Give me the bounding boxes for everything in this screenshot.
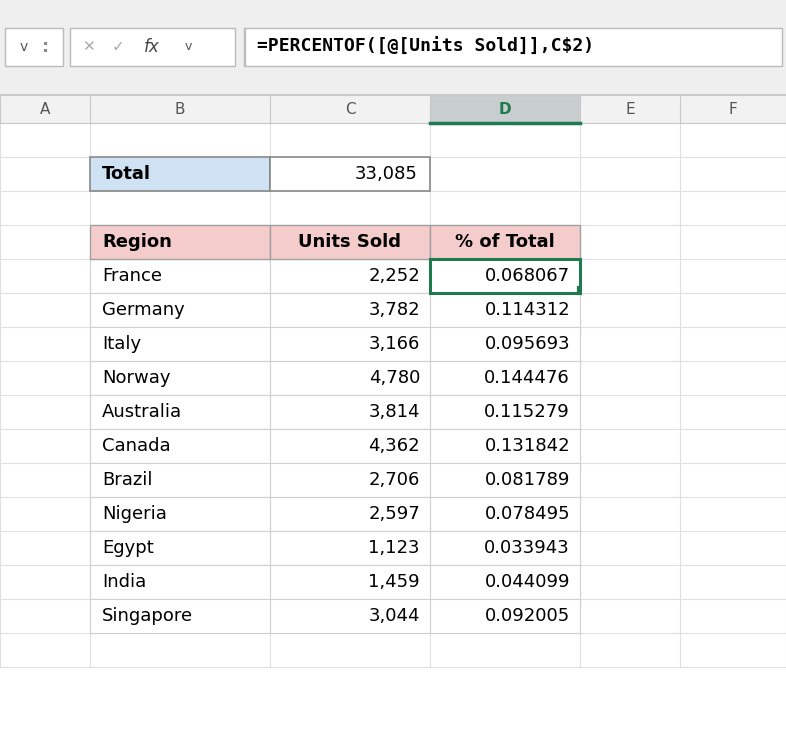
Text: Norway: Norway — [102, 369, 171, 387]
Bar — [430, 599, 580, 633]
Bar — [430, 327, 580, 361]
Bar — [430, 361, 580, 395]
Bar — [90, 497, 270, 531]
Bar — [430, 565, 580, 599]
Text: Region: Region — [102, 233, 172, 251]
Text: 3,044: 3,044 — [369, 607, 420, 625]
Text: =PERCENTOF([@[Units Sold]],C$2): =PERCENTOF([@[Units Sold]],C$2) — [257, 38, 594, 56]
Bar — [90, 157, 270, 191]
Text: Nigeria: Nigeria — [102, 505, 167, 523]
Bar — [270, 157, 430, 191]
Text: v: v — [20, 40, 28, 54]
Text: 33,085: 33,085 — [355, 165, 418, 183]
Text: Egypt: Egypt — [102, 539, 154, 557]
Text: fx: fx — [144, 38, 160, 56]
Text: Total: Total — [102, 165, 151, 183]
Text: 0.131842: 0.131842 — [484, 437, 570, 455]
Text: % of Total: % of Total — [455, 233, 555, 251]
Bar — [270, 293, 430, 327]
Text: F: F — [729, 101, 737, 117]
Text: 3,166: 3,166 — [369, 335, 420, 353]
Bar — [430, 259, 580, 293]
Bar — [5, 28, 63, 66]
Bar — [270, 327, 430, 361]
Text: 2,706: 2,706 — [369, 471, 420, 489]
Text: 0.114312: 0.114312 — [484, 301, 570, 319]
Text: 2,252: 2,252 — [369, 267, 420, 285]
Bar — [90, 463, 270, 497]
Text: 0.144476: 0.144476 — [484, 369, 570, 387]
Text: ✓: ✓ — [112, 39, 124, 55]
Text: :: : — [42, 38, 50, 56]
Text: Canada: Canada — [102, 437, 171, 455]
Text: 0.092005: 0.092005 — [485, 607, 570, 625]
Text: v: v — [184, 40, 192, 53]
Text: Units Sold: Units Sold — [299, 233, 402, 251]
Text: India: India — [102, 573, 146, 591]
Text: E: E — [625, 101, 635, 117]
Text: 0.033943: 0.033943 — [484, 539, 570, 557]
Text: 1,459: 1,459 — [369, 573, 420, 591]
Bar — [70, 28, 235, 66]
Bar — [0, 95, 786, 123]
Text: 3,782: 3,782 — [369, 301, 420, 319]
Bar — [245, 28, 782, 66]
Text: 1,123: 1,123 — [369, 539, 420, 557]
Text: 0.095693: 0.095693 — [484, 335, 570, 353]
Bar — [430, 531, 580, 565]
Bar — [270, 599, 430, 633]
Bar — [430, 395, 580, 429]
Bar — [430, 463, 580, 497]
Text: ✕: ✕ — [82, 39, 94, 55]
Bar — [430, 429, 580, 463]
Bar — [90, 293, 270, 327]
Text: 0.044099: 0.044099 — [484, 573, 570, 591]
Text: Germany: Germany — [102, 301, 185, 319]
Bar — [270, 225, 430, 259]
Bar — [90, 327, 270, 361]
Text: 0.068067: 0.068067 — [485, 267, 570, 285]
Bar — [270, 259, 430, 293]
Text: D: D — [498, 101, 512, 117]
Bar — [90, 429, 270, 463]
Text: 4,362: 4,362 — [369, 437, 420, 455]
Bar — [90, 259, 270, 293]
Bar — [270, 361, 430, 395]
Bar — [0, 0, 786, 95]
Bar — [270, 395, 430, 429]
Text: 0.068067: 0.068067 — [485, 267, 570, 285]
Text: C: C — [345, 101, 355, 117]
Text: Italy: Italy — [102, 335, 141, 353]
Text: 0.115279: 0.115279 — [484, 403, 570, 421]
Bar — [270, 531, 430, 565]
Bar — [430, 497, 580, 531]
Text: 4,780: 4,780 — [369, 369, 420, 387]
Bar — [270, 463, 430, 497]
Text: 3,814: 3,814 — [369, 403, 420, 421]
Text: 0.081789: 0.081789 — [485, 471, 570, 489]
Text: 0.078495: 0.078495 — [484, 505, 570, 523]
Bar — [90, 361, 270, 395]
Bar — [90, 599, 270, 633]
Text: Singapore: Singapore — [102, 607, 193, 625]
Bar — [270, 429, 430, 463]
Bar — [430, 225, 580, 259]
Bar — [90, 565, 270, 599]
Text: A: A — [40, 101, 50, 117]
Bar — [90, 225, 270, 259]
Text: B: B — [174, 101, 185, 117]
Bar — [430, 95, 580, 123]
Text: France: France — [102, 267, 162, 285]
Bar — [270, 565, 430, 599]
Bar — [270, 497, 430, 531]
Text: Brazil: Brazil — [102, 471, 152, 489]
Bar — [90, 531, 270, 565]
Bar — [90, 395, 270, 429]
Bar — [430, 293, 580, 327]
Bar — [430, 259, 580, 293]
Text: 2,597: 2,597 — [369, 505, 420, 523]
Text: Australia: Australia — [102, 403, 182, 421]
